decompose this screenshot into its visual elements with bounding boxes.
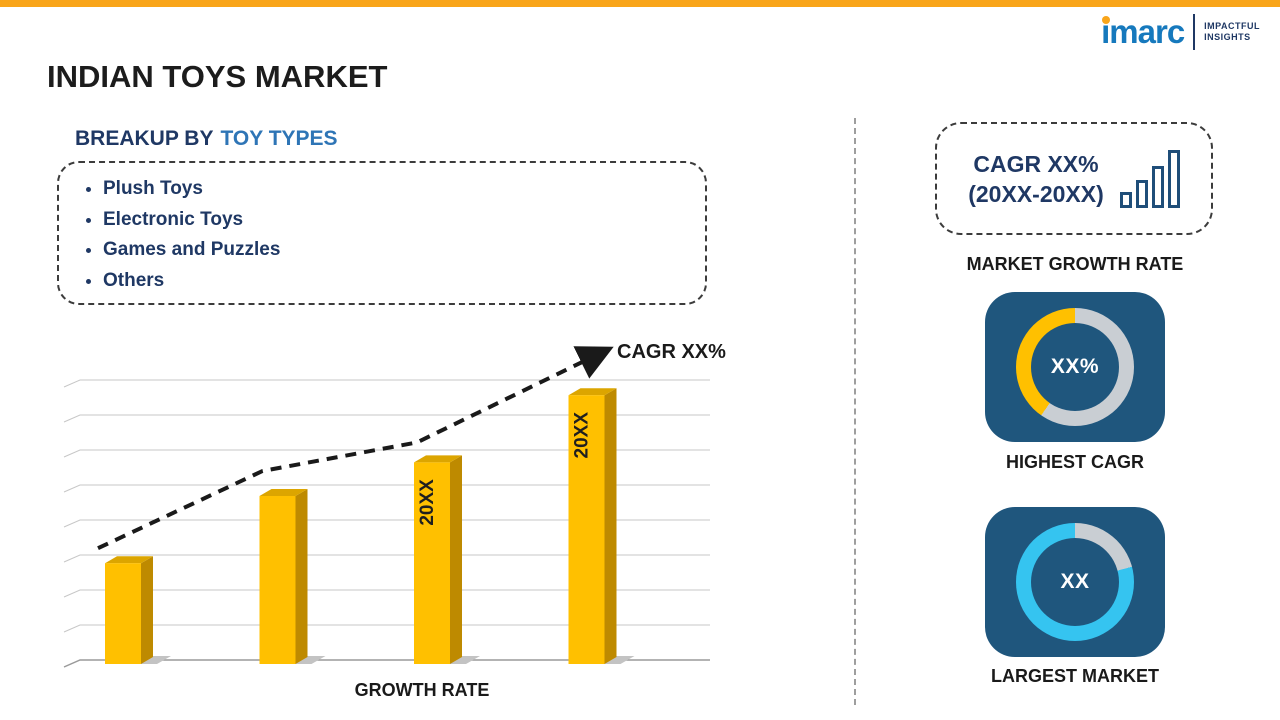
- donut-hole: [1031, 323, 1119, 411]
- largest-market-donut: XX: [1016, 523, 1134, 641]
- market-growth-rate-box: CAGR XX% (20XX-20XX): [935, 122, 1213, 235]
- bar-icon-segment: [1167, 149, 1180, 208]
- largest-market-value: XX: [1060, 570, 1090, 593]
- breakup-heading: BREAKUP BY TOY TYPES: [75, 127, 338, 151]
- logo-tagline-line1: IMPACTFUL: [1204, 21, 1260, 31]
- donut-hole: [1031, 538, 1119, 626]
- toy-types-list: Plush Toys Electronic Toys Games and Puz…: [59, 174, 705, 296]
- bar-icon-segment: [1135, 179, 1148, 208]
- bar-chart-icon: [1119, 149, 1180, 208]
- list-item: Plush Toys: [103, 174, 705, 205]
- imarc-logo: imarc IMPACTFUL INSIGHTS: [1101, 14, 1260, 50]
- cagr-box-line2: (20XX-20XX): [968, 180, 1104, 207]
- bar-icon-segment: [1119, 191, 1132, 208]
- vertical-divider: [854, 118, 856, 705]
- market-growth-rate-label: MARKET GROWTH RATE: [966, 254, 1184, 274]
- growth-bar-chart: 20XX 20XX: [63, 346, 710, 668]
- logo-tagline-line2: INSIGHTS: [1204, 32, 1251, 42]
- page-title: INDIAN TOYS MARKET: [47, 59, 388, 94]
- bar-icon-segment: [1151, 165, 1164, 208]
- breakup-heading-highlight: TOY TYPES: [220, 127, 338, 150]
- cagr-box-line1: CAGR XX%: [973, 150, 1099, 177]
- highest-cagr-label: HIGHEST CAGR: [1005, 452, 1144, 472]
- svg-text:20XX: 20XX: [417, 479, 438, 526]
- highest-cagr-donut: XX%: [1016, 308, 1134, 426]
- breakup-heading-prefix: BREAKUP BY: [75, 127, 214, 150]
- highest-cagr-tile: XX%: [985, 292, 1165, 442]
- cagr-box-text: CAGR XX% (20XX-20XX): [968, 149, 1104, 209]
- list-item: Games and Puzzles: [103, 235, 705, 266]
- logo-divider: [1193, 14, 1196, 50]
- logo-tagline: IMPACTFUL INSIGHTS: [1204, 21, 1260, 43]
- top-accent-bar: [0, 0, 1280, 7]
- largest-market-label: LARGEST MARKET: [991, 666, 1159, 686]
- x-axis-label: GROWTH RATE: [354, 680, 490, 700]
- cagr-trend-label: CAGR XX%: [617, 341, 726, 363]
- list-item: Others: [103, 266, 705, 297]
- largest-market-tile: XX: [985, 507, 1165, 657]
- highest-cagr-value: XX%: [1050, 355, 1100, 378]
- svg-text:20XX: 20XX: [572, 412, 593, 459]
- logo-accent-dot: [1102, 16, 1111, 24]
- toy-types-box: Plush Toys Electronic Toys Games and Puz…: [57, 161, 707, 305]
- logo-brand-text: imarc: [1101, 13, 1185, 50]
- list-item: Electronic Toys: [103, 205, 705, 236]
